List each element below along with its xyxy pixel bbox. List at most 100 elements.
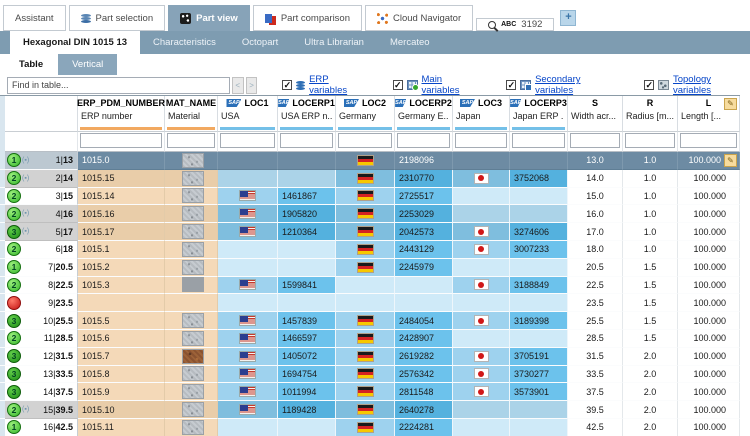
column-filter-input-loc2[interactable] (338, 133, 392, 148)
cell-radius[interactable]: 1.5 (623, 276, 678, 295)
column-header-mat-name[interactable]: MAT_NAME Material (165, 96, 218, 132)
table-row[interactable]: 1 7|20.5 1015.2 2245979 20.5 1.5 100.000 (0, 258, 740, 277)
edit-row-icon[interactable]: ✎ (724, 153, 737, 167)
filter-label[interactable]: ERP variables (309, 74, 348, 96)
doc-tab-ultra-librarian[interactable]: Ultra Librarian (304, 37, 364, 48)
table-row[interactable]: 1 16|42.5 1015.11 2224281 42.5 2.0 100.000 (0, 418, 740, 436)
column-header-erp-pdm-number[interactable]: ERP_PDM_NUMBER ERP number (77, 96, 165, 132)
cell-material[interactable] (165, 418, 218, 436)
table-row[interactable]: 9|23.5 23.5 1.5 100.000 (0, 294, 740, 313)
table-row[interactable]: 1 (▪) 1|13 1015.0 2198096 13.0 1.0 100.000 ✎ (0, 152, 740, 170)
cell-usa-flag[interactable] (218, 223, 278, 241)
cell-locerp3[interactable]: 3705191 (510, 347, 568, 366)
cell-width-across-flats[interactable]: 31.5 (568, 347, 623, 366)
table-row[interactable]: 3 12|31.5 1015.7 1405072 2619282 3705191 31.5 2… (0, 347, 740, 366)
cell-material[interactable] (165, 169, 218, 188)
table-row[interactable]: 2 3|15 1015.14 1461867 2725517 15.0 1.0 100.000 (0, 187, 740, 206)
cell-locerp2[interactable]: 2253029 (395, 205, 453, 224)
cell-locerp1[interactable] (278, 169, 336, 188)
cell-locerp1[interactable]: 1599841 (278, 276, 336, 295)
column-header-s[interactable]: S Width acr... (568, 96, 623, 132)
cell-length[interactable]: 100.000 (678, 329, 740, 348)
status-green-icon[interactable]: 1 (7, 153, 21, 168)
table-row[interactable]: 2 8|22.5 1015.3 1599841 3188849 22.5 1.5 100.00… (0, 276, 740, 295)
cell-japan-flag[interactable] (453, 240, 510, 259)
cell-japan-flag[interactable] (453, 365, 510, 384)
cell-erp-number[interactable]: 1015.0 (78, 152, 165, 170)
cell-erp-number[interactable]: 1015.8 (78, 365, 165, 384)
tab-search[interactable]: ABC 3192 (476, 18, 555, 31)
cell-length[interactable]: 100.000 (678, 294, 740, 313)
cell-radius[interactable]: 1.5 (623, 258, 678, 277)
column-header-locerp3[interactable]: SAP LOCERP3 Japan ERP ... (510, 96, 568, 132)
cell-usa-flag[interactable] (218, 169, 278, 188)
cell-locerp1[interactable]: 1457839 (278, 312, 336, 330)
cell-material[interactable] (165, 347, 218, 366)
cell-erp-number[interactable]: 1015.16 (78, 205, 165, 224)
cell-usa-flag[interactable] (218, 294, 278, 313)
cell-japan-flag[interactable] (453, 169, 510, 188)
table-row[interactable]: 2 6|18 1015.1 2443129 3007233 18.0 1.0 100.000 (0, 240, 740, 259)
cell-locerp2[interactable]: 2245979 (395, 258, 453, 277)
cell-length[interactable]: 100.000 (678, 418, 740, 436)
status-green-icon[interactable]: 2 (7, 277, 21, 292)
cell-locerp1[interactable]: 1210364 (278, 223, 336, 241)
filter-label[interactable]: Topology variables (672, 74, 712, 96)
cell-usa-flag[interactable] (218, 418, 278, 436)
column-filter-input-loc3[interactable] (455, 133, 507, 148)
cell-locerp1[interactable]: 1011994 (278, 383, 336, 402)
cell-usa-flag[interactable] (218, 329, 278, 348)
status-green-icon[interactable]: 3 (7, 366, 21, 381)
view-tab-table[interactable]: Table (5, 54, 58, 75)
cell-locerp1[interactable]: 1694754 (278, 365, 336, 384)
cell-japan-flag[interactable] (453, 152, 510, 170)
cell-width-across-flats[interactable]: 22.5 (568, 276, 623, 295)
column-filter-input-s[interactable] (570, 133, 620, 148)
doc-tab-hexagonal-din-1015-13[interactable]: Hexagonal DIN 1015 13 (10, 31, 141, 54)
cell-germany-flag[interactable] (336, 276, 395, 295)
cell-radius[interactable]: 1.5 (623, 294, 678, 313)
cell-locerp3[interactable] (510, 329, 568, 348)
cell-locerp3[interactable] (510, 152, 568, 170)
cell-width-across-flats[interactable]: 33.5 (568, 365, 623, 384)
cell-radius[interactable]: 1.0 (623, 240, 678, 259)
table-row[interactable]: 3 13|33.5 1015.8 1694754 2576342 3730277 33.5 2… (0, 365, 740, 384)
cell-locerp2[interactable]: 2484054 (395, 312, 453, 330)
cell-locerp2[interactable]: 2619282 (395, 347, 453, 366)
cell-material[interactable] (165, 383, 218, 402)
cell-germany-flag[interactable] (336, 365, 395, 384)
row-header[interactable]: 1 16|42.5 (5, 418, 78, 436)
cell-locerp3[interactable] (510, 205, 568, 224)
cell-usa-flag[interactable] (218, 205, 278, 224)
cell-usa-flag[interactable] (218, 347, 278, 366)
cell-germany-flag[interactable] (336, 169, 395, 188)
cell-material[interactable] (165, 294, 218, 313)
cell-width-across-flats[interactable]: 17.0 (568, 223, 623, 241)
cell-usa-flag[interactable] (218, 276, 278, 295)
cell-erp-number[interactable]: 1015.7 (78, 347, 165, 366)
status-green-icon[interactable]: 2 (7, 242, 21, 257)
cell-locerp3[interactable] (510, 294, 568, 313)
cell-radius[interactable]: 1.0 (623, 152, 678, 170)
tab-cloud-navigator[interactable]: Cloud Navigator (365, 5, 474, 31)
cell-locerp3[interactable]: 3573901 (510, 383, 568, 402)
cell-erp-number[interactable]: 1015.17 (78, 223, 165, 241)
row-header[interactable]: 2 8|22.5 (5, 276, 78, 295)
cell-locerp3[interactable]: 3730277 (510, 365, 568, 384)
column-header-loc2[interactable]: SAP LOC2 Germany (336, 96, 395, 132)
cell-width-across-flats[interactable]: 20.5 (568, 258, 623, 277)
tab-part-view[interactable]: Part view (168, 5, 250, 31)
status-red-icon[interactable] (7, 295, 21, 310)
filter-label[interactable]: Secondary variables (535, 74, 581, 96)
cell-length[interactable]: 100.000 (678, 223, 740, 241)
cell-japan-flag[interactable] (453, 312, 510, 330)
cell-japan-flag[interactable] (453, 329, 510, 348)
cell-width-across-flats[interactable]: 16.0 (568, 205, 623, 224)
view-tab-vertical[interactable]: Vertical (58, 54, 118, 75)
table-row[interactable]: 2 (▪) 15|39.5 1015.10 1189428 2640278 39.5 2.0 1… (0, 401, 740, 419)
cell-material[interactable] (165, 401, 218, 419)
column-header-l[interactable]: L Length [... ✎ (678, 96, 740, 132)
cell-japan-flag[interactable] (453, 418, 510, 436)
cell-locerp2[interactable]: 2576342 (395, 365, 453, 384)
cell-locerp2[interactable]: 2428907 (395, 329, 453, 348)
